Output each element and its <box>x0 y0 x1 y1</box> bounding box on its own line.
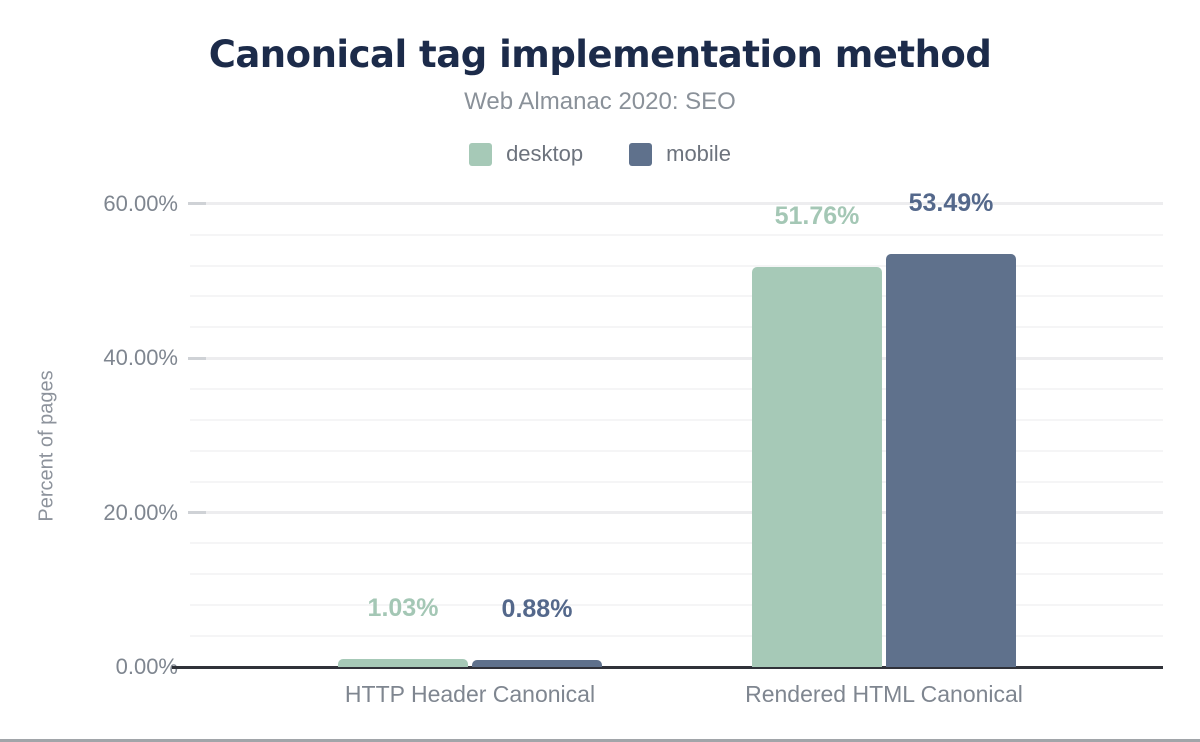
bottom-border <box>0 739 1200 742</box>
gridline-minor <box>190 418 1163 421</box>
legend-label: desktop <box>506 141 584 166</box>
legend-item-desktop[interactable]: desktop <box>469 141 583 167</box>
legend: desktop mobile <box>0 141 1200 167</box>
legend-swatch-mobile <box>629 142 653 166</box>
y-tick-label: 0.00% <box>115 654 178 679</box>
y-tick-label: 20.00% <box>103 499 178 525</box>
y-axis-tick <box>188 511 206 515</box>
chart-subtitle: Web Almanac 2020: SEO <box>464 88 736 115</box>
y-tick-label: 40.00% <box>103 345 178 371</box>
gridline-major <box>190 202 1163 206</box>
bar-value-label-desktop-2: 51.76% <box>774 202 860 231</box>
gridline-major <box>190 511 1163 515</box>
gridline-minor <box>190 604 1163 607</box>
gridline-minor <box>190 573 1163 576</box>
legend-swatch-desktop <box>469 142 493 166</box>
gridline-minor <box>190 480 1163 483</box>
gridline-minor <box>190 326 1163 329</box>
gridline-minor <box>190 264 1163 267</box>
gridline-minor <box>190 388 1163 391</box>
gridline-minor <box>190 542 1163 545</box>
bar-value-label-desktop-1: 1.03% <box>367 594 439 623</box>
legend-item-mobile[interactable]: mobile <box>629 141 731 167</box>
bar-mobile-1 <box>472 660 602 667</box>
x-category-label: Rendered HTML Canonical <box>745 681 1023 707</box>
bar-mobile-2 <box>886 254 1016 667</box>
gridline-minor <box>190 449 1163 452</box>
gridline-minor <box>190 635 1163 638</box>
bar-desktop-2 <box>752 267 882 667</box>
y-tick-label: 60.00% <box>103 190 178 216</box>
legend-label: mobile <box>666 141 731 166</box>
bar-value-label-mobile-1: 0.88% <box>501 595 573 624</box>
gridline-minor <box>190 233 1163 236</box>
chart-title: Canonical tag implementation method <box>208 33 992 76</box>
gridline-major <box>190 356 1163 360</box>
x-category-label: HTTP Header Canonical <box>344 681 596 707</box>
gridline-minor <box>190 295 1163 298</box>
y-axis-tick <box>188 202 206 206</box>
y-axis-tick <box>188 356 206 360</box>
bar-value-label-mobile-2: 53.49% <box>908 189 994 218</box>
bar-desktop-1 <box>338 659 468 667</box>
x-axis-line <box>172 665 1163 669</box>
